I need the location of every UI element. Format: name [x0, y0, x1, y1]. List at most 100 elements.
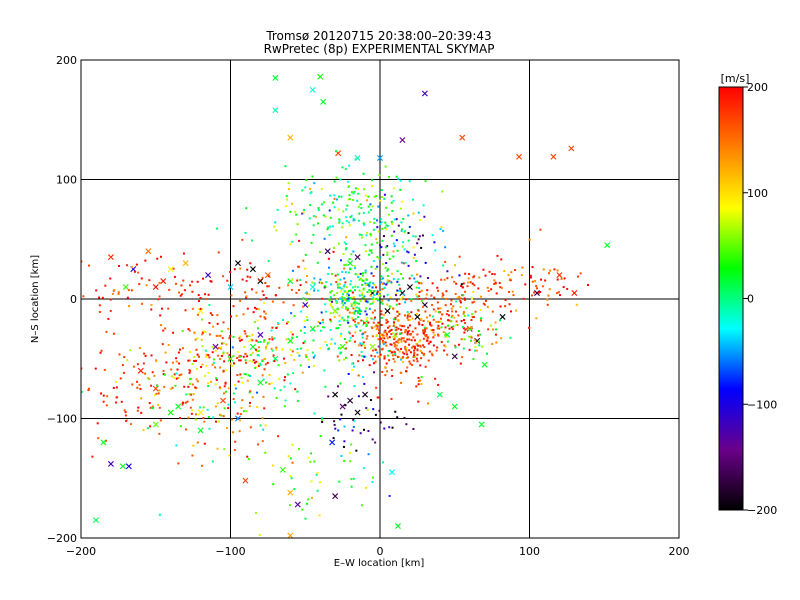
dot-point — [418, 235, 421, 238]
dot-point — [82, 295, 85, 298]
dot-point — [423, 346, 426, 349]
dot-point — [473, 349, 476, 352]
cross-point — [332, 493, 339, 500]
dot-point — [383, 197, 386, 200]
dot-point — [223, 360, 226, 363]
dot-point — [335, 327, 338, 330]
dot-point — [291, 461, 294, 464]
dot-point — [364, 284, 367, 287]
cross-point — [604, 242, 611, 249]
dot-point — [546, 303, 549, 306]
dot-point — [400, 229, 403, 232]
dot-point — [313, 460, 316, 463]
dot-point — [385, 333, 388, 336]
dot-point — [227, 407, 230, 410]
dot-point — [328, 209, 331, 212]
dot-point — [378, 345, 381, 348]
dot-point — [344, 338, 347, 341]
dot-point — [531, 266, 534, 269]
dot-point — [455, 300, 458, 303]
dot-point — [455, 282, 458, 285]
dot-point — [392, 199, 395, 202]
dot-point — [384, 374, 387, 377]
dot-point — [375, 386, 378, 389]
x-tick-label: −100 — [215, 545, 245, 558]
dot-point — [437, 320, 440, 323]
dot-point — [188, 369, 191, 372]
dot-point — [413, 277, 416, 280]
dot-point — [321, 326, 324, 329]
dot-point — [333, 420, 336, 423]
dot-point — [403, 231, 406, 234]
dot-point — [340, 413, 343, 416]
dot-point — [364, 278, 367, 281]
dot-point — [342, 252, 345, 255]
dot-point — [400, 228, 403, 231]
dot-point — [173, 373, 176, 376]
dot-point — [343, 264, 346, 267]
cross-point — [384, 307, 391, 314]
dot-point — [400, 357, 403, 360]
dot-point — [131, 383, 134, 386]
dot-point — [293, 488, 296, 491]
dot-point — [396, 315, 399, 318]
dot-point — [289, 348, 292, 351]
dot-point — [472, 316, 475, 319]
dot-point — [340, 335, 343, 338]
dot-point — [397, 278, 400, 281]
dot-point — [193, 360, 196, 363]
dot-point — [493, 279, 496, 282]
dot-point — [463, 331, 466, 334]
dot-point — [477, 287, 480, 290]
dot-point — [364, 331, 367, 334]
dot-point — [392, 318, 395, 321]
dot-point — [358, 233, 361, 236]
dot-point — [442, 294, 445, 297]
dot-point — [204, 331, 207, 334]
dot-point — [385, 362, 388, 365]
dot-point — [286, 320, 289, 323]
dot-point — [408, 360, 411, 363]
dot-point — [416, 242, 419, 245]
dot-point — [239, 299, 242, 302]
dot-point — [461, 356, 464, 359]
cross-point — [406, 284, 413, 291]
dot-point — [484, 299, 487, 302]
dot-point — [196, 380, 199, 383]
dot-point — [343, 277, 346, 280]
dot-point — [366, 335, 369, 338]
dot-point — [302, 297, 305, 300]
dot-point — [391, 209, 394, 212]
dot-point — [115, 401, 118, 404]
dot-point — [287, 182, 290, 185]
dot-point — [150, 304, 153, 307]
dot-point — [217, 347, 220, 350]
dot-point — [510, 271, 513, 274]
dot-point — [416, 349, 419, 352]
dot-point — [234, 383, 237, 386]
dot-point — [171, 361, 174, 364]
dot-point — [354, 267, 357, 270]
dot-point — [434, 377, 437, 380]
dot-point — [398, 302, 401, 305]
dot-point — [376, 290, 379, 293]
dot-point — [410, 311, 413, 314]
dot-point — [474, 341, 477, 344]
dot-point — [301, 212, 304, 215]
dot-point — [373, 195, 376, 198]
dot-point — [447, 314, 450, 317]
dot-point — [562, 286, 565, 289]
dot-point — [263, 339, 266, 342]
dot-point — [507, 274, 510, 277]
dot-point — [385, 228, 388, 231]
dot-point — [357, 276, 360, 279]
dot-point — [318, 251, 321, 254]
dot-point — [187, 385, 190, 388]
dot-point — [365, 199, 368, 202]
dot-point — [381, 347, 384, 350]
dot-point — [352, 217, 355, 220]
dot-point — [265, 296, 268, 299]
dot-point — [180, 373, 183, 376]
dot-point — [299, 364, 302, 367]
dot-point — [412, 345, 415, 348]
